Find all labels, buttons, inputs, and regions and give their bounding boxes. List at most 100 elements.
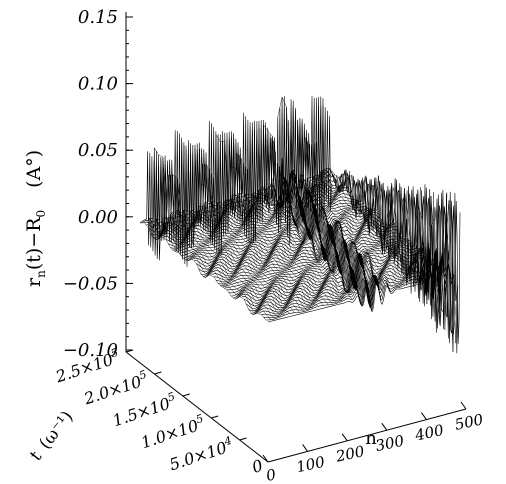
y-tick-exponent: 5 bbox=[109, 346, 120, 361]
surface-line bbox=[163, 174, 355, 243]
surface-line bbox=[201, 184, 329, 306]
surface-line bbox=[196, 219, 324, 306]
surface-line bbox=[150, 98, 342, 267]
y-axis-label-unit: (ω⁻¹) bbox=[35, 407, 77, 453]
x-tick-mark bbox=[460, 401, 467, 410]
surface-line bbox=[192, 210, 319, 307]
x-axis-label: n bbox=[365, 428, 377, 449]
surface-line bbox=[228, 187, 421, 299]
surface-line bbox=[198, 190, 390, 273]
y-tick-mark bbox=[125, 349, 134, 353]
surface-line bbox=[215, 134, 343, 302]
surface-line bbox=[230, 166, 358, 294]
surface-line bbox=[206, 202, 334, 305]
y-tick-exponent: 5 bbox=[194, 412, 205, 427]
surface-line bbox=[225, 200, 353, 300]
z-axis-label-sub2: 0 bbox=[34, 210, 48, 218]
z-tick-label: 0.15 bbox=[78, 7, 118, 28]
z-tick-label: −0.10 bbox=[63, 340, 118, 361]
z-axis-label-sub: n bbox=[34, 270, 48, 278]
surface-line bbox=[181, 179, 373, 256]
surface-line bbox=[239, 193, 367, 298]
x-axis-ticks: 0 100 200 300 400 500 bbox=[262, 401, 485, 484]
x-tick-mark bbox=[420, 412, 427, 420]
surface-line bbox=[268, 184, 396, 289]
y-tick-label-zero: 0 bbox=[250, 456, 266, 477]
surface-line bbox=[182, 217, 310, 311]
surface-mesh bbox=[139, 96, 461, 354]
x-tick-label: 400 bbox=[413, 421, 446, 445]
surface-line bbox=[154, 147, 281, 318]
surface-line bbox=[263, 124, 391, 292]
z-axis-ticks: 0.15 0.10 0.05 0.00 −0.05 −0.10 bbox=[63, 7, 133, 361]
surface-line bbox=[163, 218, 290, 314]
z-tick-label: 0.10 bbox=[78, 74, 118, 95]
x-tick-mark bbox=[381, 422, 388, 431]
surface-line bbox=[211, 201, 338, 304]
surface-line bbox=[220, 202, 348, 299]
surface-line bbox=[185, 185, 377, 261]
y-tick-mark bbox=[154, 371, 162, 375]
surface-line bbox=[301, 174, 430, 282]
y-tick-mark bbox=[239, 437, 247, 441]
x-tick-mark bbox=[262, 454, 269, 463]
x-tick-mark bbox=[302, 444, 309, 452]
surface-line bbox=[325, 169, 454, 353]
surface-line bbox=[272, 178, 401, 288]
surface-line bbox=[168, 174, 295, 313]
x-axis-line bbox=[267, 408, 467, 463]
x-tick-label: 300 bbox=[374, 431, 406, 455]
y-tick-exponent: 5 bbox=[166, 390, 177, 405]
surface-line bbox=[310, 177, 439, 294]
surface-line bbox=[144, 219, 271, 320]
z-axis-label-main: r bbox=[23, 277, 45, 287]
surface-line bbox=[241, 189, 434, 320]
y-axis-label-main: t bbox=[26, 447, 46, 465]
y-axis-label: t(ω⁻¹) bbox=[26, 407, 77, 465]
surface-line bbox=[155, 173, 346, 241]
x-tick-label: 100 bbox=[295, 453, 327, 477]
surface-line bbox=[306, 181, 434, 298]
surface-line bbox=[287, 172, 415, 283]
surface-line bbox=[253, 193, 382, 301]
surface-line bbox=[139, 222, 266, 321]
surface-line bbox=[187, 210, 314, 309]
surface-line bbox=[320, 171, 449, 273]
surface-line bbox=[234, 194, 362, 306]
z-tick-label: 0.00 bbox=[78, 207, 118, 228]
surface-line bbox=[173, 212, 300, 313]
surface-line bbox=[282, 170, 410, 284]
y-tick-exponent: 5 bbox=[137, 368, 148, 383]
x-tick-label: 500 bbox=[453, 410, 485, 434]
surface-line bbox=[202, 187, 395, 278]
surface-line bbox=[177, 210, 305, 312]
z-axis-label: rn(t)−R0 (A°) bbox=[23, 150, 48, 287]
surface-line bbox=[211, 183, 403, 279]
surface-line bbox=[194, 182, 386, 267]
surface-line bbox=[158, 219, 286, 316]
z-axis-label-mid: (t)−R bbox=[23, 217, 45, 270]
x-tick-label: 200 bbox=[333, 442, 366, 466]
z-tick-label: −0.05 bbox=[63, 273, 118, 294]
y-axis-line bbox=[125, 351, 269, 463]
y-tick-exponent: 4 bbox=[222, 434, 234, 449]
surface-line bbox=[159, 169, 351, 239]
surface-line bbox=[291, 183, 420, 283]
surface-line bbox=[168, 181, 359, 247]
surface-line bbox=[315, 174, 444, 292]
surface-line bbox=[189, 177, 381, 261]
surface-line bbox=[246, 198, 439, 322]
x-tick-label: 0 bbox=[264, 465, 278, 484]
surface-line bbox=[329, 168, 458, 335]
z-axis-label-unit: (A°) bbox=[23, 150, 45, 188]
surface-line bbox=[176, 176, 368, 253]
y-tick-mark bbox=[211, 415, 219, 419]
y-tick-mark bbox=[182, 393, 190, 397]
surface-line bbox=[149, 218, 276, 319]
z-tick-label: 0.05 bbox=[78, 140, 118, 161]
x-tick-mark bbox=[341, 433, 348, 442]
surface-line bbox=[207, 179, 399, 277]
surface-line bbox=[215, 190, 408, 283]
